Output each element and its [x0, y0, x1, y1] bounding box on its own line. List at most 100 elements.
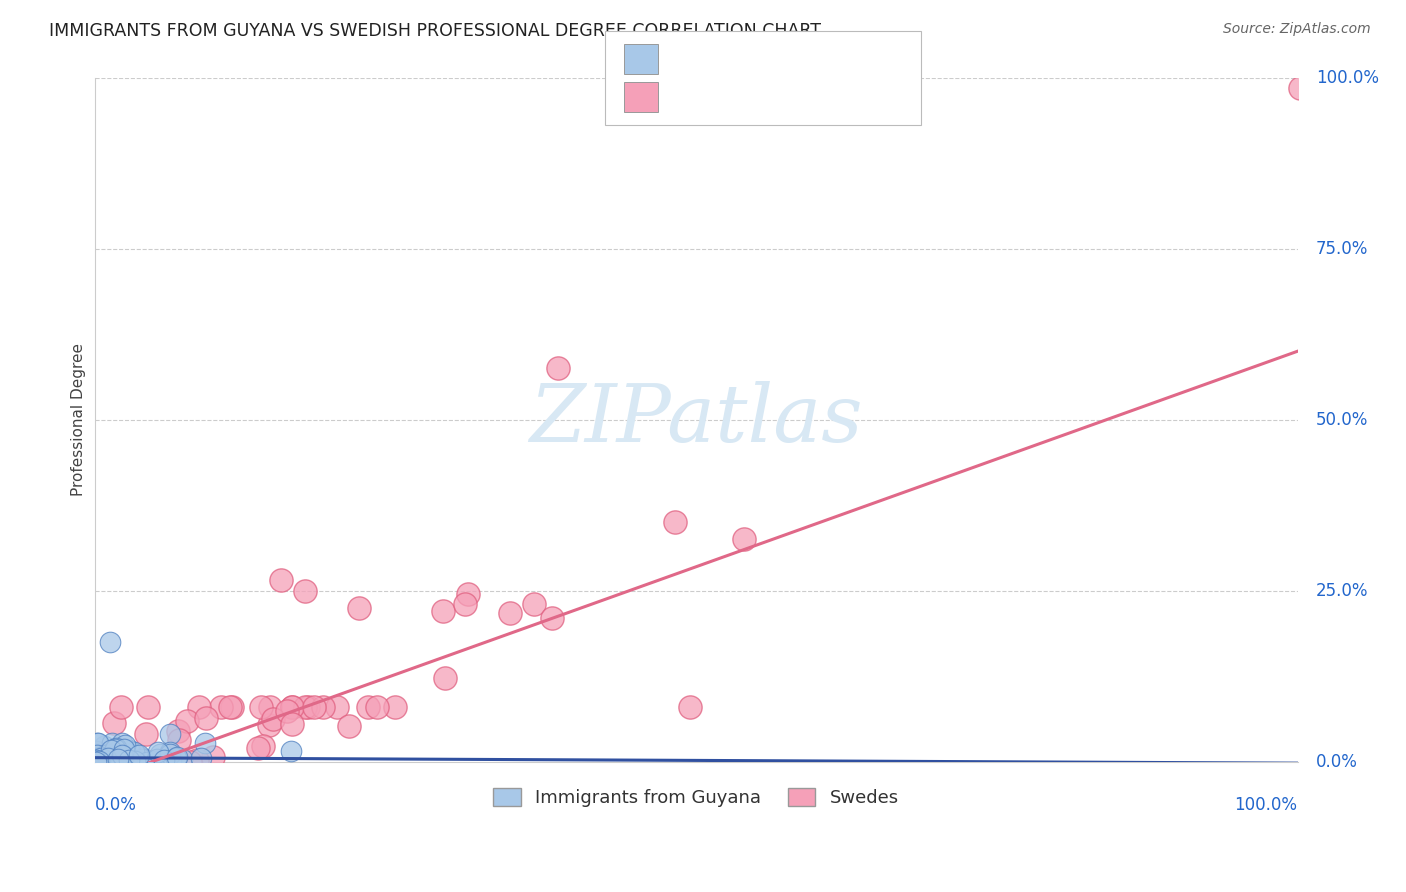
Point — [457, 587, 479, 601]
Point — [96, 749, 118, 764]
Point — [84, 754, 107, 768]
Point — [166, 750, 188, 764]
Point — [118, 743, 141, 757]
Point — [170, 752, 193, 766]
Text: 0.0%: 0.0% — [94, 796, 136, 814]
Point — [152, 753, 174, 767]
Point — [384, 700, 406, 714]
Point — [105, 747, 128, 762]
Point — [160, 754, 183, 768]
Point — [87, 746, 110, 760]
Point — [159, 746, 181, 760]
Point — [93, 739, 115, 754]
Point — [246, 740, 269, 755]
Text: Source: ZipAtlas.com: Source: ZipAtlas.com — [1223, 22, 1371, 37]
Point — [94, 754, 117, 768]
Text: R = -0.268: R = -0.268 — [668, 52, 763, 66]
Point — [117, 749, 139, 764]
Point — [84, 753, 107, 767]
Point — [114, 746, 136, 760]
Point — [118, 755, 141, 769]
Point — [97, 751, 120, 765]
Point — [90, 750, 112, 764]
Point — [138, 700, 160, 714]
Point — [87, 750, 110, 764]
Point — [148, 755, 170, 769]
Point — [294, 583, 316, 598]
Point — [84, 744, 107, 758]
Point — [97, 753, 120, 767]
Text: R =  0.718: R = 0.718 — [668, 90, 763, 104]
Point — [94, 747, 117, 762]
Point — [84, 754, 107, 768]
Point — [101, 736, 124, 750]
Point — [87, 751, 110, 765]
Point — [97, 751, 120, 765]
Point — [98, 751, 121, 765]
Point — [87, 751, 110, 765]
Point — [297, 700, 319, 714]
Point — [87, 752, 110, 766]
Point — [128, 747, 150, 762]
Point — [94, 752, 117, 766]
Point — [190, 751, 212, 765]
Point — [366, 700, 388, 714]
Point — [112, 749, 135, 764]
Point — [252, 739, 274, 753]
Point — [107, 754, 129, 768]
Point — [337, 719, 360, 733]
Point — [90, 754, 112, 768]
Point — [155, 755, 177, 769]
Point — [149, 747, 172, 762]
Point — [112, 741, 135, 756]
Point — [84, 752, 107, 766]
Point — [111, 753, 134, 767]
Point — [84, 754, 107, 768]
Point — [87, 755, 110, 769]
Point — [179, 755, 201, 769]
Point — [90, 751, 112, 765]
Point — [97, 747, 120, 761]
Point — [91, 753, 114, 767]
Point — [86, 736, 108, 750]
Point — [186, 753, 208, 767]
Point — [103, 715, 125, 730]
Point — [103, 746, 125, 760]
Point — [547, 361, 569, 376]
Point — [103, 750, 125, 764]
Point — [104, 752, 127, 766]
Point — [104, 742, 127, 756]
Text: 100.0%: 100.0% — [1234, 796, 1298, 814]
Point — [326, 700, 349, 714]
Point — [105, 754, 128, 768]
Point — [86, 736, 108, 750]
Point — [103, 755, 125, 769]
Point — [357, 700, 380, 714]
Point — [89, 754, 111, 768]
Point — [281, 700, 304, 714]
Point — [1289, 80, 1312, 95]
Point — [100, 743, 122, 757]
Point — [127, 748, 149, 763]
Point — [135, 727, 157, 741]
Point — [98, 746, 121, 760]
Point — [166, 723, 188, 738]
Point — [114, 755, 136, 769]
Point — [270, 574, 292, 588]
Point — [165, 755, 187, 769]
Point — [165, 751, 187, 765]
Point — [138, 755, 160, 769]
Point — [90, 755, 112, 769]
Point — [221, 700, 243, 714]
Point — [276, 704, 298, 718]
Point — [98, 635, 121, 649]
Point — [679, 700, 702, 714]
Point — [87, 749, 110, 764]
Point — [302, 700, 325, 714]
Point — [105, 740, 128, 755]
Point — [128, 754, 150, 768]
Point — [90, 747, 112, 762]
Point — [121, 748, 143, 763]
Point — [96, 754, 118, 768]
Point — [98, 755, 121, 769]
